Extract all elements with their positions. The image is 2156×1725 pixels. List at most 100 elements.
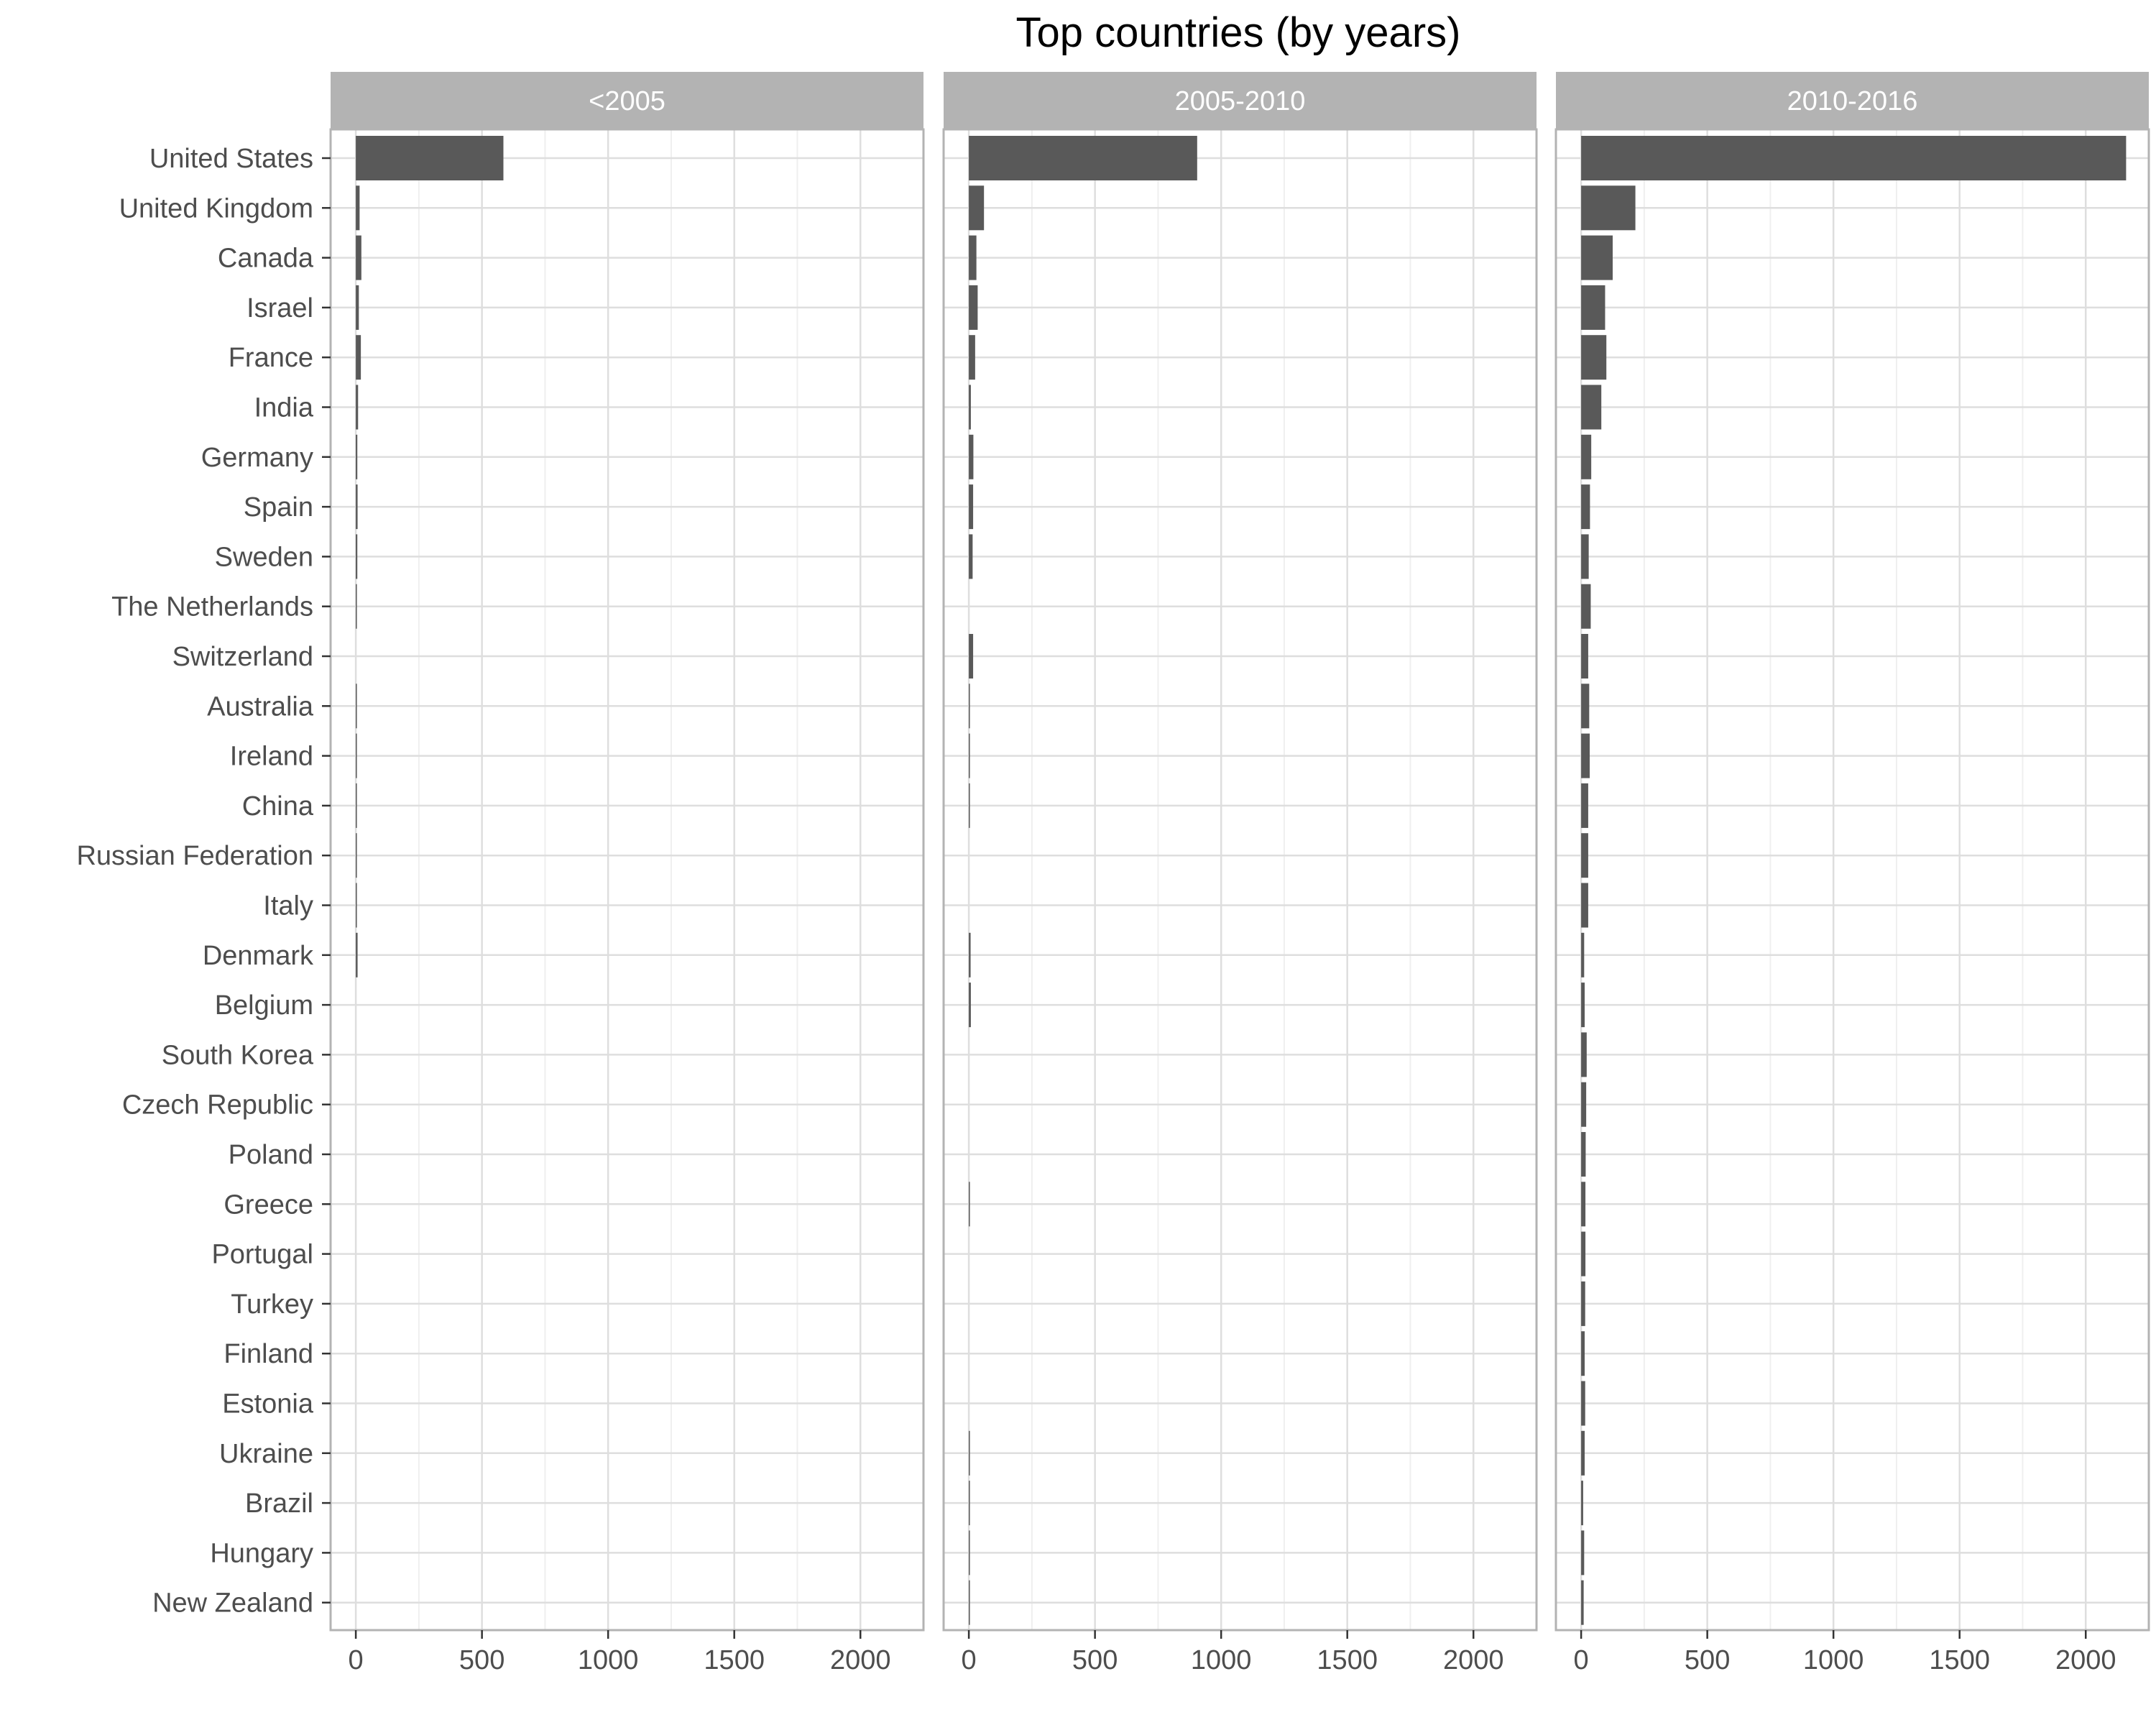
category-label: Poland [229, 1140, 313, 1170]
panel-strip [1556, 72, 2149, 129]
panel-background [944, 129, 1537, 1630]
bar-spain [356, 484, 358, 530]
bar-finland [1581, 1331, 1585, 1376]
bar-canada [1581, 235, 1613, 280]
bar-india [969, 385, 971, 430]
category-label: Australia [207, 691, 314, 722]
bar-canada [356, 235, 361, 280]
bar-brazil [1581, 1481, 1583, 1526]
bar-france [356, 335, 361, 380]
bar-china [1581, 783, 1588, 828]
chart-title: Top countries (by years) [1016, 9, 1461, 56]
category-label: Czech Republic [122, 1090, 313, 1121]
bar-sweden [969, 534, 973, 579]
category-label: Belgium [215, 990, 313, 1021]
bar-united-states [1581, 136, 2127, 180]
panel-background [331, 129, 923, 1630]
x-tick-label: 2000 [830, 1645, 891, 1675]
bar-greece [1581, 1182, 1586, 1227]
x-tick-label: 0 [1574, 1645, 1589, 1675]
category-label: United Kingdom [119, 193, 313, 224]
category-label: Germany [201, 443, 313, 473]
bar-sweden [356, 534, 358, 579]
bar-ukraine [969, 1430, 970, 1476]
x-tick-label: 0 [349, 1645, 364, 1675]
bar-united-kingdom [356, 185, 360, 231]
category-label: France [229, 343, 313, 373]
bar-spain [969, 484, 974, 530]
bar-united-states [969, 136, 1197, 180]
x-tick-label: 1500 [1317, 1645, 1378, 1675]
category-label: The Netherlands [111, 592, 313, 622]
bar-canada [969, 235, 977, 280]
bar-russian-federation [1581, 833, 1588, 878]
x-tick-label: 0 [962, 1645, 977, 1675]
bar-brazil [969, 1481, 970, 1526]
bar-sweden [1581, 534, 1589, 579]
panel-strip-label: <2005 [589, 86, 665, 116]
bar-poland [1581, 1132, 1586, 1177]
bar-china [969, 783, 970, 828]
bar-australia [356, 684, 357, 729]
bar-france [969, 335, 975, 380]
bar-russian-federation [356, 833, 357, 878]
category-label: China [242, 791, 314, 822]
bar-new-zealand [969, 1580, 970, 1625]
category-label: Russian Federation [76, 841, 313, 871]
bar-united-kingdom [969, 185, 985, 231]
category-label: Ukraine [219, 1439, 313, 1469]
x-tick-label: 500 [1685, 1645, 1730, 1675]
bar-belgium [969, 983, 971, 1028]
panel-1: <2005 0 500 1000 1500 2000 [329, 72, 925, 1675]
x-tick-label: 500 [459, 1645, 505, 1675]
bar-czech-republic [1581, 1082, 1587, 1127]
bar-australia [1581, 684, 1590, 729]
bar-ireland [969, 733, 970, 778]
bar-denmark [1581, 932, 1585, 978]
category-label: Brazil [245, 1489, 313, 1519]
x-tick-label: 1500 [704, 1645, 765, 1675]
bar-france [1581, 335, 1607, 380]
panel-strip-label: 2005-2010 [1175, 86, 1306, 116]
category-label: Turkey [231, 1289, 313, 1320]
x-tick-label: 1500 [1929, 1645, 1990, 1675]
x-tick-label: 2000 [2055, 1645, 2116, 1675]
panel-2: 2005-2010 0 500 1000 1500 2000 [942, 72, 1538, 1675]
x-tick-label: 1000 [1191, 1645, 1252, 1675]
bar-italy [356, 883, 357, 928]
category-label: Portugal [211, 1240, 313, 1270]
x-tick-label: 2000 [1443, 1645, 1504, 1675]
category-label: Italy [263, 891, 313, 921]
bar-germany [1581, 434, 1592, 479]
bar-turkey [1581, 1281, 1585, 1326]
category-labels: United States United Kingdom Canada Israel F… [76, 144, 331, 1619]
panels: <2005 0 500 1000 1500 2000 2005-2010 0 500 1000 15… [329, 72, 2150, 1675]
bar-italy [1581, 883, 1588, 928]
category-label: United States [149, 144, 313, 174]
panel-strip-label: 2010-2016 [1787, 86, 1918, 116]
bar-ukraine [1581, 1430, 1585, 1476]
bar-australia [969, 684, 970, 729]
category-label: Canada [218, 244, 314, 274]
bar-portugal [1581, 1231, 1586, 1276]
category-label: New Zealand [152, 1588, 313, 1619]
category-label: Spain [244, 492, 313, 523]
panel-strip [331, 72, 923, 129]
category-label: Switzerland [172, 642, 313, 672]
bar-the-netherlands [356, 584, 357, 629]
bar-denmark [356, 932, 358, 978]
category-label: Israel [247, 293, 313, 323]
category-label: South Korea [162, 1040, 314, 1070]
bar-the-netherlands [1581, 584, 1591, 629]
x-tick-label: 500 [1072, 1645, 1118, 1675]
bar-ireland [1581, 733, 1590, 778]
bar-new-zealand [1581, 1580, 1584, 1625]
panel-border [329, 128, 925, 1632]
category-label: Sweden [215, 542, 313, 572]
bar-denmark [969, 932, 971, 978]
panel-border [1554, 128, 2150, 1632]
bar-switzerland [969, 634, 974, 678]
bar-india [1581, 385, 1602, 430]
category-label: India [254, 393, 314, 423]
bar-israel [969, 285, 978, 330]
